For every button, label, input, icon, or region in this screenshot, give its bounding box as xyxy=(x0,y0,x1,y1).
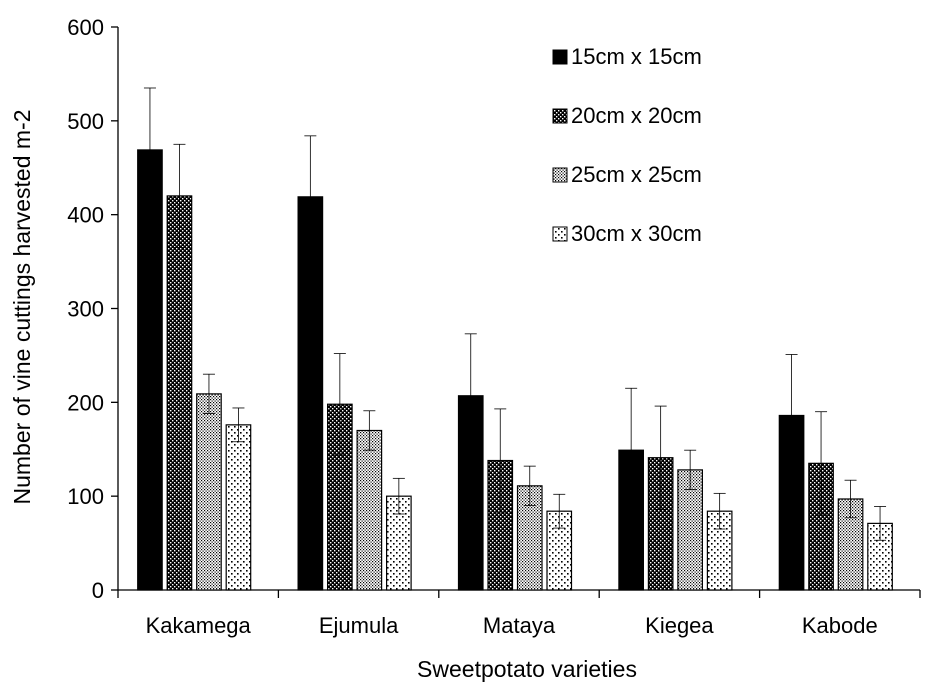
y-tick-label: 400 xyxy=(67,203,104,228)
bar xyxy=(137,149,163,591)
legend-label: 15cm x 15cm xyxy=(571,44,702,69)
legend-swatch xyxy=(552,108,568,124)
x-axis-title: Sweetpotato varieties xyxy=(417,656,637,682)
legend: 15cm x 15cm 20cm x 20cm 25cm x 25cm 30cm x … xyxy=(552,44,702,246)
bar xyxy=(647,457,674,591)
legend-swatch xyxy=(552,49,568,65)
error-bars-layer xyxy=(143,87,887,541)
bar xyxy=(166,195,193,591)
bars-layer xyxy=(137,149,893,591)
category-label: Kabode xyxy=(802,613,878,638)
y-axis-title: Number of vine cuttings harvested m-2 xyxy=(9,109,35,504)
y-tick-label: 600 xyxy=(67,15,104,40)
legend-label: 20cm x 20cm xyxy=(571,103,702,128)
axes: 0 100 200 300 400 500 600 Kakamega Ejumula Mataya… xyxy=(67,15,921,638)
y-tick-label: 500 xyxy=(67,109,104,134)
legend-swatch xyxy=(552,226,568,242)
bar xyxy=(327,403,353,591)
y-tick-label: 300 xyxy=(67,297,104,322)
y-tick-label: 0 xyxy=(92,578,104,603)
legend-label: 30cm x 30cm xyxy=(571,221,702,246)
category-label: Ejumula xyxy=(319,613,399,638)
legend-swatch xyxy=(552,167,568,183)
category-label: Kiegea xyxy=(645,613,714,638)
bar xyxy=(196,393,222,591)
category-label: Kakamega xyxy=(146,613,252,638)
category-label: Mataya xyxy=(483,613,556,638)
y-tick-label: 200 xyxy=(67,390,104,415)
y-tick-label: 100 xyxy=(67,484,104,509)
bar xyxy=(356,429,383,591)
legend-label: 25cm x 25cm xyxy=(571,162,702,187)
bar xyxy=(225,424,252,591)
